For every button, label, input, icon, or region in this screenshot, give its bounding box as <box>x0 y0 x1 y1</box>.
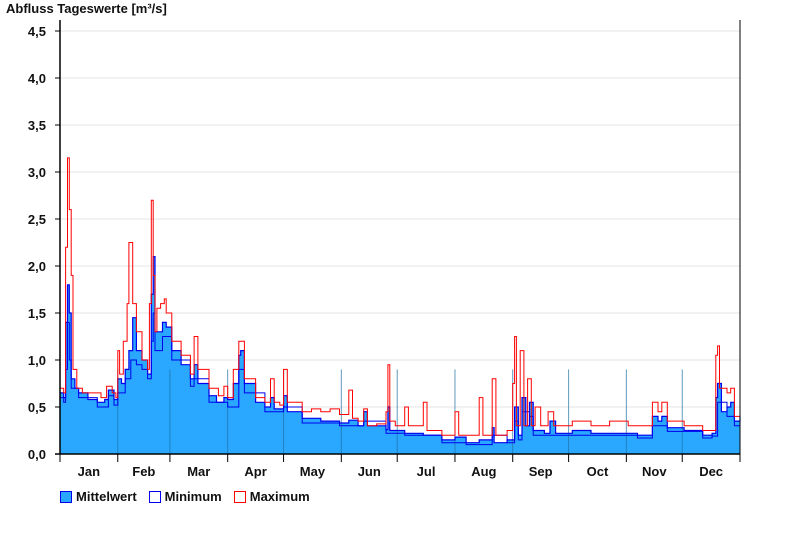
chart-title: Abfluss Tageswerte [m³/s] <box>6 1 167 16</box>
legend-label-min: Minimum <box>164 489 222 504</box>
legend: Mittelwert Minimum Maximum <box>60 489 310 504</box>
series-mean-area <box>60 256 740 454</box>
legend-label-max: Maximum <box>249 489 310 504</box>
x-tick-label: Jul <box>417 464 436 479</box>
series-maximum-line <box>60 157 741 436</box>
legend-item-max: Maximum <box>233 489 310 504</box>
y-tick-label: 0,0 <box>28 447 46 462</box>
y-tick-label: 3,5 <box>28 118 46 133</box>
x-tick-label: Jan <box>78 464 100 479</box>
legend-item-mean: Mittelwert <box>60 489 137 504</box>
y-tick-label: 0,5 <box>28 400 46 415</box>
x-tick-label: Nov <box>642 464 667 479</box>
legend-item-min: Minimum <box>148 489 222 504</box>
y-tick-label: 2,5 <box>28 212 46 227</box>
legend-swatch-mean <box>60 490 72 503</box>
legend-swatch-min <box>148 490 161 503</box>
x-tick-label: Oct <box>587 464 609 479</box>
y-tick-label: 1,0 <box>28 353 46 368</box>
x-tick-label: Dec <box>699 464 723 479</box>
legend-label-mean: Mittelwert <box>76 489 137 504</box>
y-tick-label: 3,0 <box>28 165 46 180</box>
y-tick-label: 4,5 <box>28 24 46 39</box>
x-tick-label: May <box>300 464 326 479</box>
x-tick-label: Mar <box>187 464 210 479</box>
x-tick-label: Feb <box>132 464 155 479</box>
x-tick-label: Jun <box>358 464 381 479</box>
y-tick-label: 1,5 <box>28 306 46 321</box>
x-tick-label: Sep <box>529 464 553 479</box>
legend-swatch-max <box>233 490 246 503</box>
x-tick-label: Aug <box>471 464 496 479</box>
y-tick-label: 2,0 <box>28 259 46 274</box>
x-tick-label: Apr <box>244 464 266 479</box>
y-tick-label: 4,0 <box>28 71 46 86</box>
